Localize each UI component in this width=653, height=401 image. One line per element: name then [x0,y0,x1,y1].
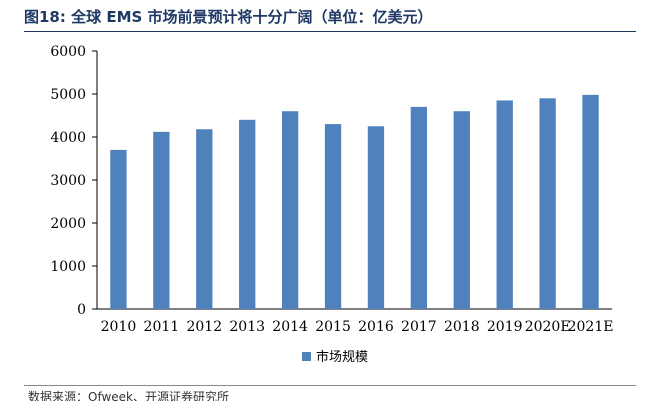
y-axis: 0 1000 2000 3000 4000 5000 6000 [50,44,612,318]
bar-2010 [110,149,127,309]
bar-2018 [453,111,470,309]
x-tick-label: 2012 [186,319,222,335]
source-note: 数据来源：Ofweek、开源证券研究所 [28,390,229,401]
x-tick-label: 2017 [401,319,437,335]
bar-2014 [281,111,299,309]
y-tick-label: 5000 [50,87,86,103]
bar-2011 [153,131,170,309]
y-tick-label: 0 [77,302,86,318]
y-tick-label: 4000 [50,130,86,146]
bar-2021E [582,94,599,309]
bars-group [110,94,599,310]
bar-2019 [496,100,513,309]
x-tick-label: 2011 [144,319,180,335]
x-tick-label: 2020E [525,319,571,335]
bar-2017 [410,106,428,310]
legend-label: 市场规模 [316,349,368,365]
x-tick-label: 2014 [272,319,308,335]
x-axis-labels: 2010 2011 2012 2013 2014 2015 2016 2017 2018 2019… [101,319,614,335]
bar-2013 [239,119,256,309]
bar-2015 [324,124,342,309]
source-rule [24,385,636,386]
figure-title: 图18: 全球 EMS 市场前景预计将十分广阔（单位：亿美元） [24,8,433,26]
y-tick-label: 2000 [50,216,86,232]
bar-2016 [367,126,385,309]
x-tick-label: 2010 [101,319,137,335]
y-tick-label: 3000 [50,173,86,189]
y-tick-label: 6000 [50,44,86,60]
bar-2020E [539,98,556,309]
legend-swatch [302,352,311,361]
x-tick-label: 2013 [229,319,265,335]
x-tick-label: 2016 [358,319,394,335]
title-rule [24,31,636,32]
legend: 市场规模 [302,349,368,365]
x-tick-label: 2021E [568,319,614,335]
y-tick-label: 1000 [50,259,86,275]
x-tick-label: 2018 [444,319,480,335]
x-tick-label: 2015 [315,319,351,335]
bar-2012 [196,129,213,309]
x-tick-label: 2019 [487,319,523,335]
